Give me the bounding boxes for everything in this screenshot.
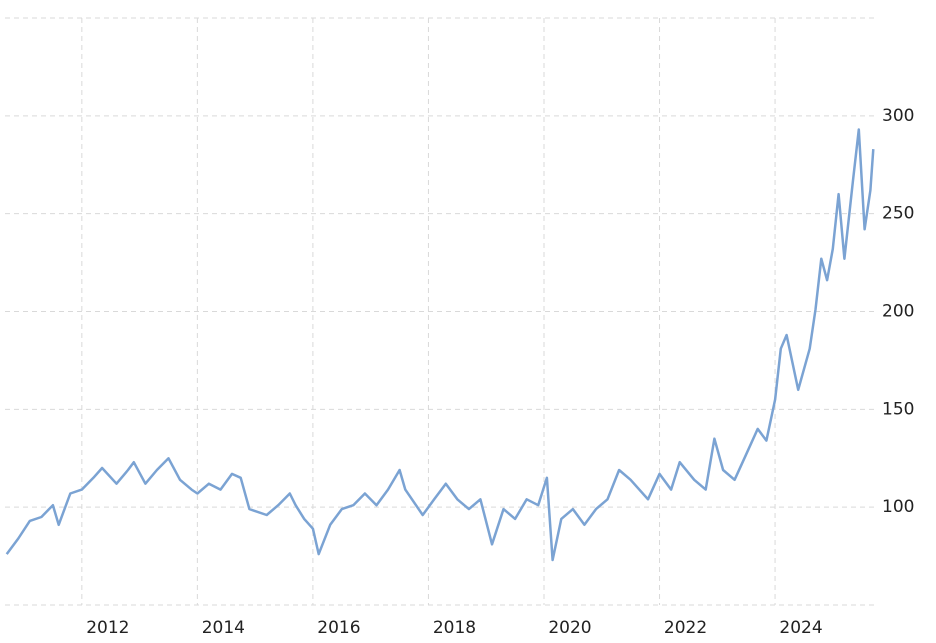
y-tick-label: 100 <box>882 497 914 517</box>
x-tick-label: 2022 <box>664 618 707 638</box>
y-tick-label: 200 <box>882 302 914 322</box>
x-tick-label: 2018 <box>433 618 476 638</box>
x-tick-label: 2020 <box>548 618 591 638</box>
y-tick-label: 300 <box>882 106 914 126</box>
price-line <box>5 128 875 562</box>
x-tick-label: 2024 <box>779 618 822 638</box>
x-tick-label: 2016 <box>317 618 360 638</box>
x-tick-label: 2014 <box>202 618 245 638</box>
y-tick-label: 150 <box>882 399 914 419</box>
y-tick-label: 250 <box>882 204 914 224</box>
x-tick-label: 2012 <box>86 618 129 638</box>
